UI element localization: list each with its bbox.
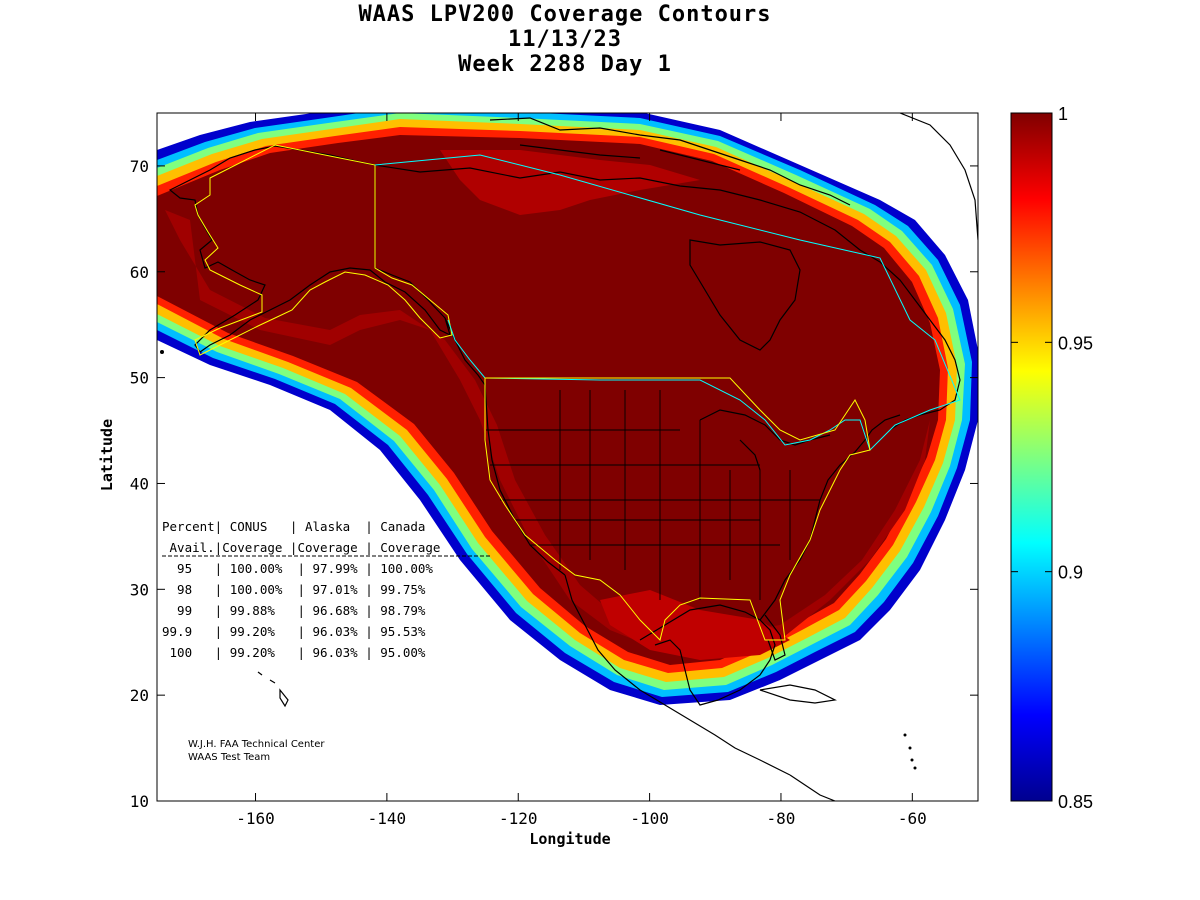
coverage-inner-ring — [165, 210, 930, 650]
y-axis: 10 20 30 40 50 60 70 — [130, 157, 978, 811]
gulf-coast — [639, 604, 776, 706]
coverage-contours — [157, 113, 978, 705]
greenland-coast — [899, 113, 978, 241]
cuba — [759, 684, 837, 704]
caribbean-islands — [160, 350, 917, 770]
credit-line-2: WAAS Test Team — [188, 752, 270, 763]
stats-table-line: Avail.|Coverage |Coverage | Coverage — [162, 540, 440, 555]
x-tick-label: -100 — [630, 809, 669, 828]
chart-title-line-2: 11/13/23 — [508, 27, 622, 52]
y-tick-label: 70 — [130, 157, 149, 176]
coverage-inner-north — [440, 150, 700, 215]
y-tick-label: 60 — [130, 263, 149, 282]
stats-table-line: Percent| CONUS | Alaska | Canada — [162, 519, 425, 534]
y-tick-label: 10 — [130, 792, 149, 811]
canada-arctic-coast — [374, 164, 881, 263]
y-axis-label: Latitude — [98, 419, 116, 491]
y-tick-label: 40 — [130, 474, 149, 493]
chart-title-line-1: WAAS LPV200 Coverage Contours — [358, 2, 772, 27]
x-tick-label: -80 — [767, 809, 796, 828]
x-axis-label: Longitude — [529, 830, 610, 848]
x-tick-label: -60 — [898, 809, 927, 828]
x-tick-label: -140 — [368, 809, 407, 828]
coverage-core — [157, 135, 940, 665]
y-tick-label: 30 — [130, 580, 149, 599]
credit-line-1: W.J.H. FAA Technical Center — [188, 739, 325, 750]
central-america — [789, 774, 836, 801]
x-tick-label: -160 — [236, 809, 275, 828]
colorbar-ticks: 1 0.95 0.9 0.85 — [1011, 104, 1093, 812]
stats-table-line: 98 | 100.00% | 97.01% | 99.75% — [162, 582, 426, 597]
x-tick-label: -120 — [499, 809, 538, 828]
hawaii — [257, 671, 289, 708]
colorbar-tick-label: 0.9 — [1058, 563, 1083, 583]
conus-service-boundary — [484, 377, 871, 641]
hudson-bay — [689, 239, 801, 351]
colorbar — [1010, 112, 1053, 802]
chart-title-line-3: Week 2288 Day 1 — [458, 52, 672, 77]
y-tick-label: 20 — [130, 686, 149, 705]
stats-table-line: 99.9 | 99.20% | 96.03% | 95.53% — [162, 624, 426, 639]
colorbar-tick-label: 0.85 — [1058, 792, 1093, 812]
stats-table-line: 99 | 99.88% | 96.68% | 98.79% — [162, 603, 426, 618]
florida — [764, 614, 786, 661]
mexico-pacific-coast — [564, 574, 791, 776]
stats-table-line: 100 | 99.20% | 96.03% | 95.00% — [162, 645, 426, 660]
service-boundaries — [194, 144, 961, 641]
coverage-stats-table: Percent| CONUS | Alaska | Canada Avail.|… — [162, 519, 440, 660]
colorbar-tick-label: 0.95 — [1058, 333, 1093, 353]
arctic-islands — [489, 117, 851, 206]
colorbar-tick-label: 1 — [1058, 104, 1068, 124]
stats-table-line: 95 | 100.00% | 97.99% | 100.00% — [162, 561, 433, 576]
alaska-service-boundary — [194, 144, 453, 356]
canada-service-boundary — [374, 154, 961, 451]
x-axis: -160 -140 -120 -100 -80 -60 — [236, 113, 927, 828]
coverage-gulf-patch — [600, 590, 790, 660]
us-state-borders — [486, 390, 820, 600]
y-tick-label: 50 — [130, 369, 149, 388]
plot-border — [156, 112, 979, 802]
east-coast — [759, 414, 901, 621]
